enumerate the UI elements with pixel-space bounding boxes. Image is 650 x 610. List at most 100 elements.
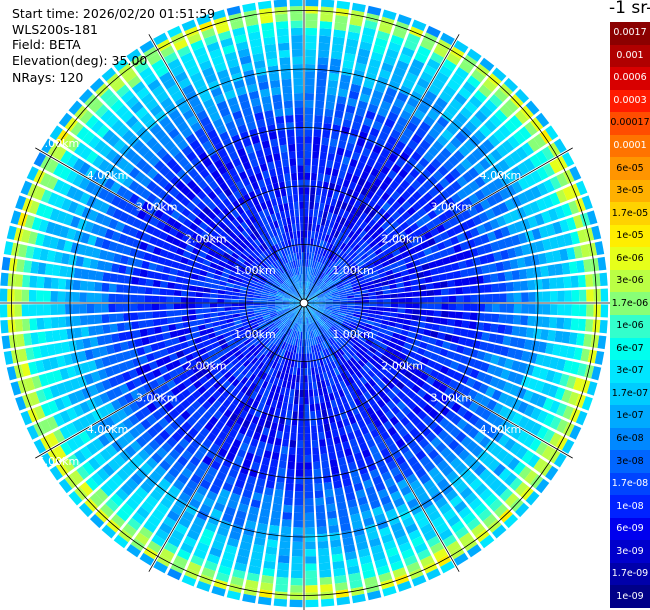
range-gate-cell <box>318 303 326 306</box>
range-gate-cell <box>143 150 155 162</box>
range-gate-cell <box>492 303 500 313</box>
range-gate-cell <box>295 216 300 224</box>
range-gate-cell <box>543 429 556 444</box>
range-gate-cell <box>298 418 304 427</box>
range-gate-cell <box>380 578 395 590</box>
range-gate-cell <box>366 438 376 449</box>
range-gate-cell <box>141 336 150 346</box>
range-gate-cell <box>279 453 288 462</box>
range-gate-cell <box>374 314 383 320</box>
range-gate-cell <box>380 354 389 363</box>
range-gate-cell <box>59 367 70 381</box>
range-gate-cell <box>233 406 242 416</box>
range-gate-cell <box>395 277 404 283</box>
range-gate-cell <box>343 318 352 324</box>
range-gate-cell <box>28 391 40 406</box>
range-gate-cell <box>556 358 566 372</box>
range-gate-cell <box>419 309 427 316</box>
range-gate-cell <box>17 212 29 227</box>
range-gate-cell <box>237 342 246 350</box>
range-gate-cell <box>523 339 533 351</box>
range-gate-cell <box>306 353 310 361</box>
range-gate-cell <box>244 218 253 227</box>
range-gate-cell <box>207 201 217 211</box>
range-gate-cell <box>211 283 219 289</box>
range-gate-cell <box>441 483 454 496</box>
range-gate-cell <box>181 449 193 461</box>
range-gate-cell <box>87 457 101 471</box>
range-gate-cell <box>324 203 330 212</box>
range-gate-cell <box>302 324 304 332</box>
range-gate-cell <box>455 303 464 311</box>
range-gate-cell <box>93 293 102 303</box>
range-gate-cell <box>398 427 409 438</box>
range-gate-cell <box>250 321 258 327</box>
range-gate-cell <box>278 313 286 319</box>
range-gate-cell <box>298 289 302 297</box>
range-gate-cell <box>265 258 272 266</box>
range-gate-cell <box>203 357 213 366</box>
range-gate-cell <box>213 252 223 260</box>
range-gate-cell <box>289 352 294 360</box>
range-gate-cell <box>3 350 14 365</box>
range-gate-cell <box>224 263 233 271</box>
range-gate-cell <box>86 150 99 164</box>
range-gate-cell <box>288 261 293 270</box>
range-gate-cell <box>147 78 161 92</box>
range-gate-cell <box>322 130 331 139</box>
range-gate-cell <box>183 162 194 174</box>
range-gate-cell <box>385 330 394 337</box>
range-gate-cell <box>278 288 286 294</box>
range-gate-cell <box>310 305 318 309</box>
range-gate-cell <box>105 344 115 355</box>
range-gate-cell <box>159 165 171 177</box>
range-gate-cell <box>304 172 311 181</box>
range-gate-cell <box>94 358 104 370</box>
range-gate-cell <box>301 353 304 361</box>
range-gate-cell <box>292 534 303 543</box>
range-gate-cell <box>162 223 172 234</box>
range-gate-cell <box>315 336 320 345</box>
range-gate-cell <box>241 335 250 343</box>
range-gate-cell <box>319 326 326 334</box>
range-gate-cell <box>169 244 179 254</box>
range-gate-cell <box>251 551 264 561</box>
range-gate-cell <box>238 296 247 300</box>
range-gate-cell <box>145 319 154 328</box>
range-gate-cell <box>284 210 290 218</box>
range-gate-cell <box>389 354 398 362</box>
range-gate-cell <box>261 457 271 466</box>
range-gate-cell <box>395 438 406 449</box>
range-gate-cell <box>455 311 464 319</box>
range-gate-cell <box>181 127 193 139</box>
range-gate-cell <box>428 408 439 419</box>
range-gate-cell <box>76 126 90 141</box>
range-gate-cell <box>135 486 149 500</box>
range-gate-cell <box>366 336 375 343</box>
range-gate-cell <box>312 381 318 390</box>
range-gate-cell <box>233 350 242 358</box>
range-gate-cell <box>361 306 370 310</box>
range-gate-cell <box>279 371 285 380</box>
range-gate-cell <box>554 387 566 401</box>
range-gate-cell <box>42 234 52 248</box>
range-gate-cell <box>115 104 129 118</box>
range-gate-cell <box>237 124 248 134</box>
range-gate-cell <box>321 137 330 146</box>
range-gate-cell <box>210 244 219 252</box>
range-gate-cell <box>315 511 326 520</box>
range-gate-cell <box>246 291 255 295</box>
range-gate-cell <box>413 510 427 522</box>
range-gate-cell <box>86 442 99 456</box>
range-gate-cell <box>250 158 259 168</box>
range-gate-cell <box>242 238 251 247</box>
range-gate-cell <box>304 447 312 456</box>
range-gate-cell <box>309 307 315 314</box>
range-gate-cell <box>198 134 210 145</box>
range-gate-cell <box>196 53 210 65</box>
range-gate-cell <box>290 276 296 284</box>
range-gate-cell <box>381 385 391 395</box>
range-gate-cell <box>164 454 176 466</box>
range-gate-cell <box>277 130 286 139</box>
range-gate-cell <box>344 551 357 561</box>
